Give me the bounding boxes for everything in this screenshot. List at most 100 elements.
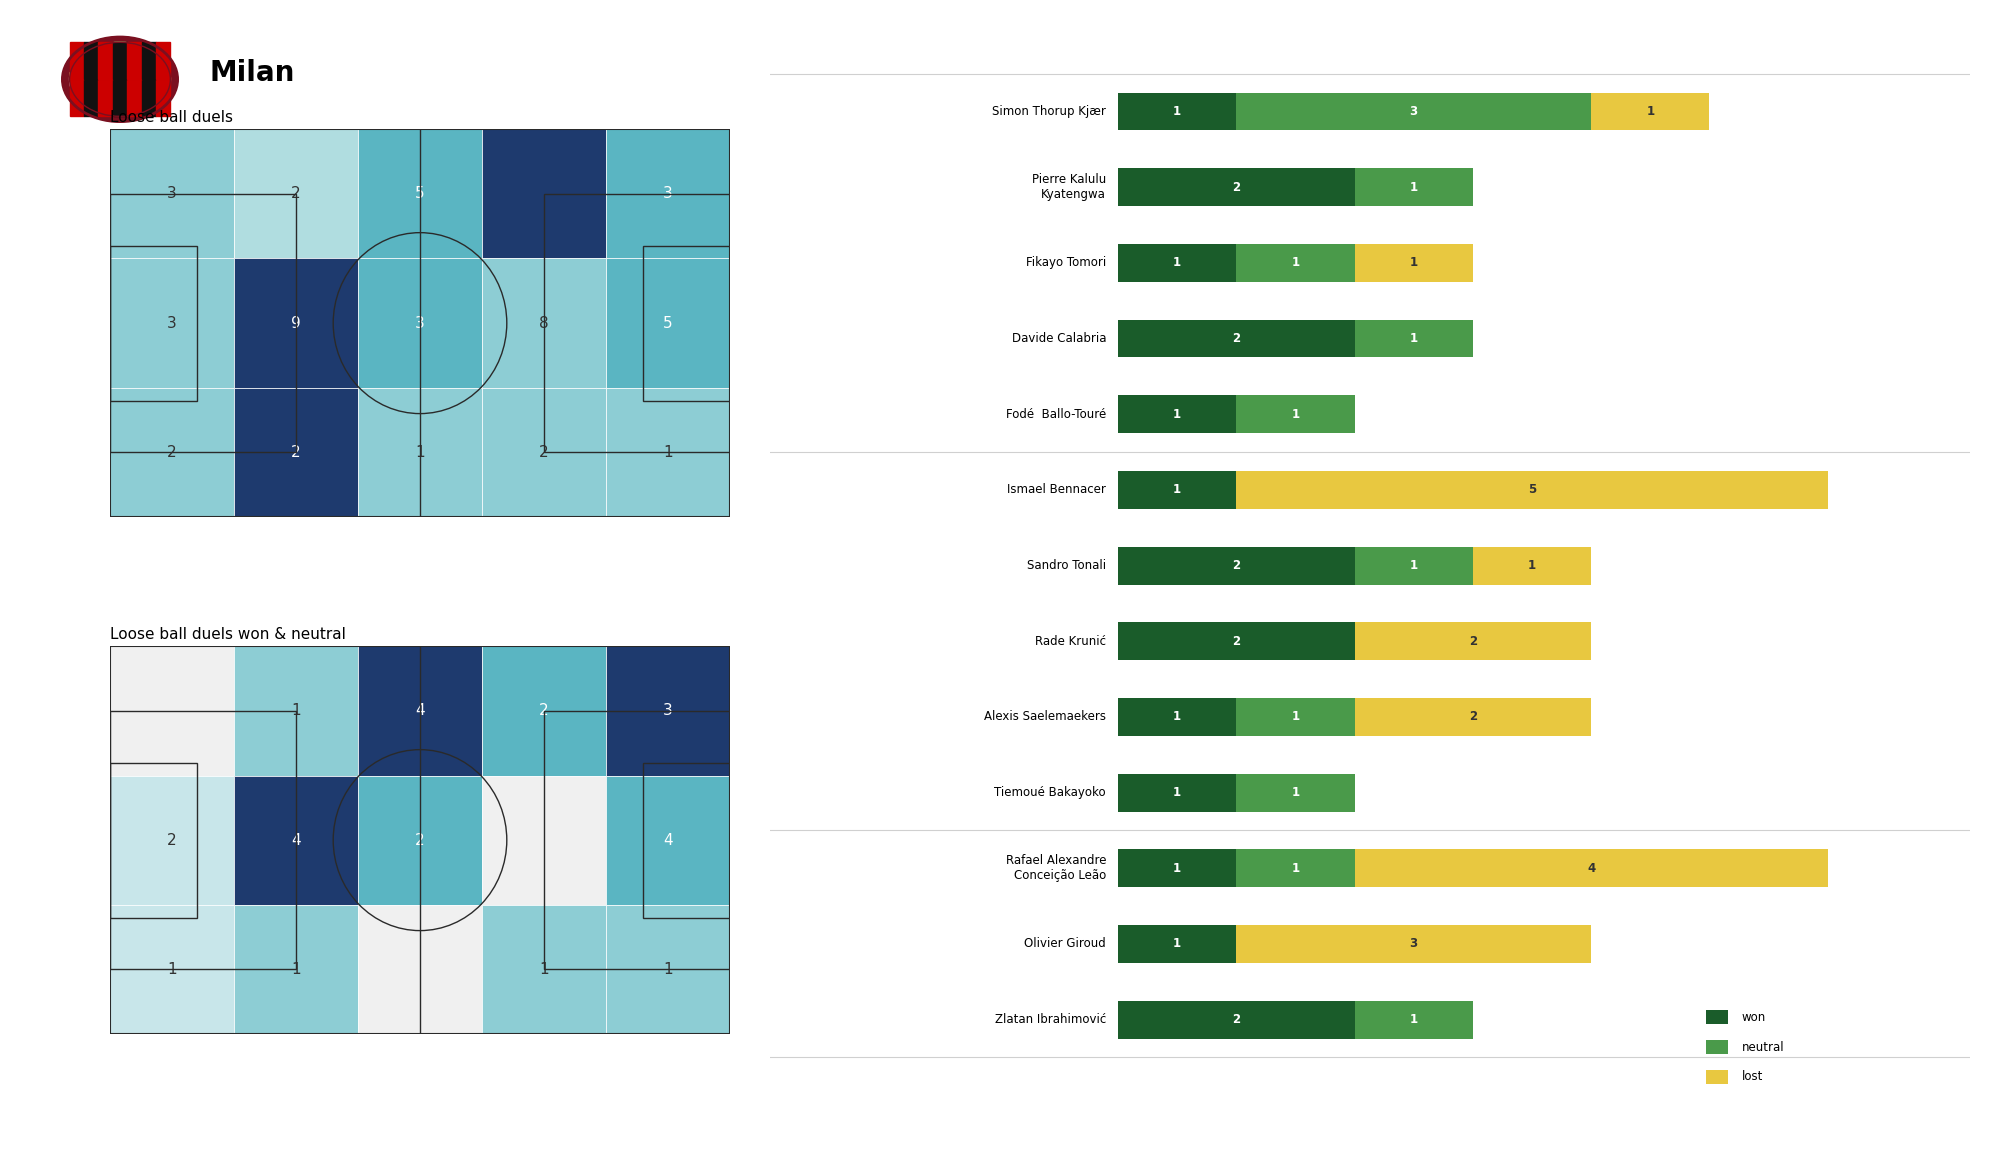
Text: 1: 1 [1410,256,1418,269]
Bar [1354,623,1592,660]
Text: 1: 1 [292,704,300,718]
Bar [1354,850,1828,887]
Text: 1: 1 [1292,861,1300,874]
Bar [606,258,730,388]
Bar [84,42,98,80]
Bar [1118,471,1236,509]
Bar [110,246,196,401]
Text: 1: 1 [1174,786,1182,799]
Bar [110,388,234,517]
Bar [1236,471,1828,509]
Text: 1: 1 [1292,256,1300,269]
Bar [1118,168,1354,206]
Text: Loose ball duels won & neutral: Loose ball duels won & neutral [110,627,346,643]
Text: Loose ball duels: Loose ball duels [110,110,232,126]
Text: 1: 1 [1292,711,1300,724]
Text: 2: 2 [1232,333,1240,345]
Text: Davide Calabria: Davide Calabria [1012,333,1106,345]
Text: 3: 3 [168,316,176,330]
Bar [110,646,234,776]
Bar [1236,850,1354,887]
Text: Alexis Saelemaekers: Alexis Saelemaekers [984,711,1106,724]
Text: 3: 3 [168,187,176,201]
Bar [1354,1001,1472,1039]
Text: 1: 1 [664,962,672,976]
Bar [128,80,142,116]
Bar [84,80,98,116]
Bar [358,129,482,258]
Bar [544,711,730,969]
Bar [482,646,606,776]
Text: Fodé  Ballo-Touré: Fodé Ballo-Touré [1006,408,1106,421]
Text: 2: 2 [168,833,176,847]
Text: 9: 9 [292,316,300,330]
Bar [1472,546,1592,584]
Bar [482,388,606,517]
Bar [1354,698,1592,736]
Text: 2: 2 [292,187,300,201]
Bar [1118,320,1354,357]
Bar [606,129,730,258]
Text: 2: 2 [540,704,548,718]
Bar [110,905,234,1034]
Bar [110,776,234,905]
Text: 1: 1 [1174,861,1182,874]
Bar [110,129,234,258]
Bar [482,905,606,1034]
Bar [156,80,170,116]
Bar [482,258,606,388]
Bar [234,388,358,517]
Bar [1236,925,1592,962]
Bar [482,129,606,258]
Bar [358,905,482,1034]
Bar [112,80,128,116]
Text: 3: 3 [664,187,672,201]
Bar [644,763,730,918]
Text: Ismael Bennacer: Ismael Bennacer [1008,483,1106,496]
Bar [1354,320,1472,357]
Text: lost: lost [1742,1070,1764,1083]
Text: Milan: Milan [210,59,296,87]
Bar [1118,395,1236,434]
Bar [1706,1040,1728,1054]
Text: 3: 3 [1410,105,1418,118]
Bar [1706,1009,1728,1025]
Text: 1: 1 [1528,559,1536,572]
Text: 2: 2 [1232,559,1240,572]
Text: neutral: neutral [1742,1041,1784,1054]
Text: Tiemoué Bakayoko: Tiemoué Bakayoko [994,786,1106,799]
Text: 1: 1 [664,445,672,459]
Text: 4: 4 [416,704,424,718]
Text: 2: 2 [1468,634,1476,647]
Text: 1: 1 [1174,483,1182,496]
Bar [1354,244,1472,282]
Text: Zlatan Ibrahimović: Zlatan Ibrahimović [994,1013,1106,1026]
Text: 5: 5 [416,187,424,201]
Text: 2: 2 [540,445,548,459]
Bar [98,42,112,80]
Text: 8: 8 [540,316,548,330]
Bar [110,194,296,452]
Text: 1: 1 [1410,181,1418,194]
Bar [644,246,730,401]
Bar [482,776,606,905]
Text: won: won [1742,1010,1766,1023]
Bar [234,646,358,776]
Bar [358,646,482,776]
Bar [544,194,730,452]
Text: 1: 1 [1292,786,1300,799]
Bar [1236,773,1354,812]
Text: 2: 2 [1232,1013,1240,1026]
Bar [1118,546,1354,584]
Bar [70,42,84,80]
Bar [234,905,358,1034]
Bar [358,388,482,517]
Text: Fikayo Tomori: Fikayo Tomori [1026,256,1106,269]
Text: 1: 1 [168,962,176,976]
Bar [1118,850,1236,887]
Bar [1118,773,1236,812]
Bar [358,258,482,388]
Text: 1: 1 [1292,408,1300,421]
Text: Simon Thorup Kjær: Simon Thorup Kjær [992,105,1106,118]
Bar [142,80,156,116]
